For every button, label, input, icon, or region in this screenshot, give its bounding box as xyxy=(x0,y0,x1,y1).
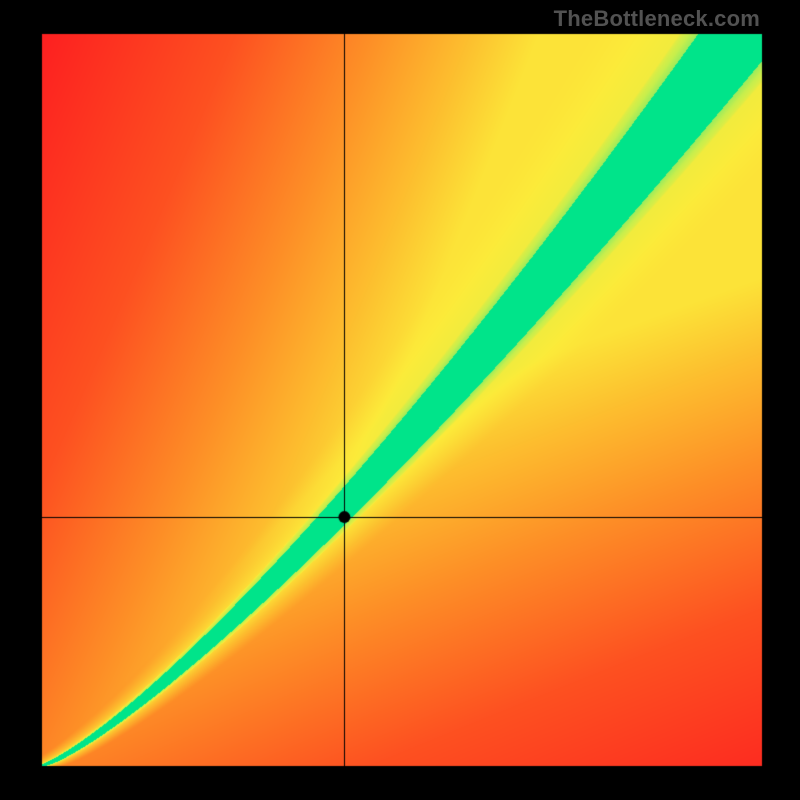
watermark-text: TheBottleneck.com xyxy=(554,6,760,32)
chart-container: TheBottleneck.com xyxy=(0,0,800,800)
bottleneck-heatmap xyxy=(0,0,800,800)
